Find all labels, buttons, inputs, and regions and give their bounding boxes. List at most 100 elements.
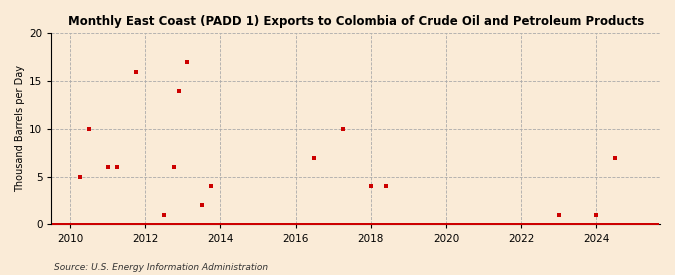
Point	[143, 222, 154, 227]
Point	[502, 222, 513, 227]
Point	[252, 222, 263, 227]
Point	[195, 222, 206, 227]
Point	[518, 222, 529, 227]
Point	[383, 222, 394, 227]
Point	[53, 222, 63, 227]
Point	[122, 222, 132, 227]
Point	[309, 222, 320, 227]
Point	[267, 222, 277, 227]
Point	[379, 222, 390, 227]
Y-axis label: Thousand Barrels per Day: Thousand Barrels per Day	[15, 65, 25, 192]
Point	[591, 222, 601, 227]
Point	[483, 222, 493, 227]
Point	[101, 222, 111, 227]
Point	[180, 222, 190, 227]
Point	[510, 222, 521, 227]
Point	[306, 222, 317, 227]
Point	[343, 222, 354, 227]
Point	[487, 222, 497, 227]
Point	[591, 213, 601, 217]
Point	[439, 222, 450, 227]
Point	[346, 222, 356, 227]
Point	[115, 222, 126, 227]
Point	[639, 222, 649, 227]
Point	[549, 222, 560, 227]
Point	[612, 222, 623, 227]
Point	[477, 222, 488, 227]
Point	[298, 222, 309, 227]
Point	[447, 222, 458, 227]
Point	[189, 222, 200, 227]
Point	[583, 222, 594, 227]
Point	[183, 222, 194, 227]
Point	[431, 222, 442, 227]
Point	[209, 222, 219, 227]
Point	[329, 222, 340, 227]
Point	[300, 222, 310, 227]
Point	[427, 222, 437, 227]
Point	[484, 222, 495, 227]
Point	[471, 222, 482, 227]
Point	[323, 222, 334, 227]
Point	[580, 222, 591, 227]
Point	[624, 222, 635, 227]
Point	[640, 222, 651, 227]
Point	[468, 222, 479, 227]
Point	[232, 222, 243, 227]
Point	[125, 222, 136, 227]
Point	[196, 203, 207, 208]
Point	[263, 222, 274, 227]
Point	[138, 222, 149, 227]
Point	[320, 222, 331, 227]
Point	[479, 222, 490, 227]
Point	[172, 222, 183, 227]
Point	[614, 222, 624, 227]
Point	[70, 222, 81, 227]
Point	[406, 222, 417, 227]
Point	[197, 222, 208, 227]
Point	[209, 222, 220, 227]
Point	[583, 222, 593, 227]
Point	[647, 222, 658, 227]
Point	[113, 222, 124, 227]
Point	[262, 222, 273, 227]
Point	[84, 127, 95, 131]
Point	[651, 222, 661, 227]
Point	[442, 222, 453, 227]
Point	[67, 222, 78, 227]
Point	[205, 222, 215, 227]
Point	[610, 222, 620, 227]
Point	[357, 222, 368, 227]
Point	[307, 222, 318, 227]
Point	[341, 222, 352, 227]
Point	[153, 222, 164, 227]
Point	[423, 222, 433, 227]
Point	[134, 222, 145, 227]
Point	[327, 222, 338, 227]
Point	[449, 222, 460, 227]
Point	[485, 222, 496, 227]
Point	[631, 222, 642, 227]
Point	[497, 222, 508, 227]
Point	[204, 222, 215, 227]
Point	[79, 222, 90, 227]
Point	[382, 222, 393, 227]
Point	[280, 222, 291, 227]
Point	[64, 222, 75, 227]
Point	[433, 222, 443, 227]
Point	[381, 222, 392, 227]
Point	[117, 222, 128, 227]
Point	[292, 222, 303, 227]
Point	[161, 222, 171, 227]
Point	[622, 222, 632, 227]
Point	[528, 222, 539, 227]
Point	[338, 222, 349, 227]
Point	[529, 222, 539, 227]
Point	[523, 222, 534, 227]
Point	[459, 222, 470, 227]
Point	[48, 222, 59, 227]
Point	[450, 222, 460, 227]
Point	[340, 222, 351, 227]
Point	[454, 222, 464, 227]
Point	[499, 222, 510, 227]
